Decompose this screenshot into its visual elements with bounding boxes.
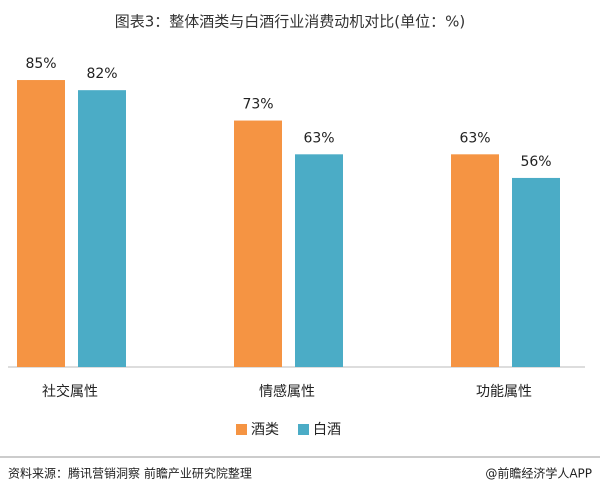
value-label: 85%: [25, 56, 56, 72]
value-label: 56%: [520, 154, 551, 170]
bar: [295, 154, 343, 367]
chart-title: 图表3：整体酒类与白酒行业消费动机对比(单位：%): [115, 13, 466, 31]
legend-label: 白酒: [313, 422, 341, 438]
legend-swatch: [298, 424, 309, 435]
value-label: 82%: [86, 66, 117, 82]
value-label: 63%: [459, 130, 490, 146]
x-tick-label: 功能属性: [476, 384, 532, 400]
x-tick-label: 社交属性: [42, 383, 98, 400]
x-tick-label: 情感属性: [259, 383, 315, 400]
source: 资料来源：腾讯营销洞察 前瞻产业研究院整理: [8, 466, 252, 481]
value-label: 63%: [303, 130, 334, 146]
legend-swatch: [236, 424, 247, 435]
value-label: 73%: [242, 97, 273, 113]
bar: [512, 177, 560, 367]
credit: @前瞻经济学人APP: [485, 466, 592, 481]
bar: [451, 154, 499, 367]
legend-label: 酒类: [251, 422, 279, 438]
bar: [78, 90, 126, 367]
bar: [17, 80, 65, 367]
bar: [234, 120, 282, 367]
